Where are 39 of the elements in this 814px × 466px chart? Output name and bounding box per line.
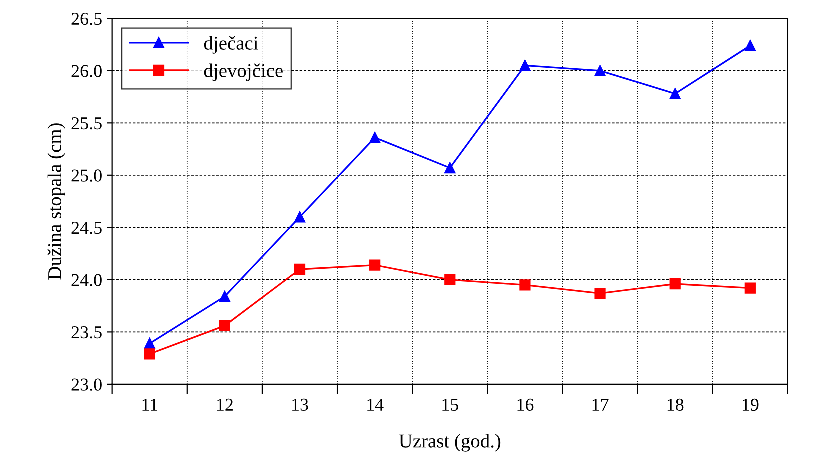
y-axis-title: Dužina stopala (cm) [48,124,66,280]
legend-label: dječaci [204,36,258,54]
point [670,88,681,100]
point [520,280,531,291]
legend-label: djevojčice [204,64,283,82]
x-axis-title: Uzrast (god.) [399,434,501,452]
x-tick-label: 18 [668,398,684,412]
x-tick-label: 11 [142,398,158,411]
point [444,274,456,286]
y-tick-label: 25.0 [72,170,102,182]
point [744,40,756,52]
y-tick-label: 24.5 [72,222,102,234]
x-tick-label: 19 [742,398,759,412]
point [744,282,756,294]
y-tick-label: 24.0 [72,274,102,286]
point [370,260,381,271]
point [444,162,456,174]
point [144,338,156,350]
point [594,288,606,300]
y-tick-label: 25.5 [72,117,102,130]
y-tick-label: 23.0 [72,378,102,391]
point [370,132,381,144]
y-tick-label: 26.0 [72,65,102,78]
point [594,65,606,76]
x-tick-label: 16 [518,398,534,412]
y-tick-label: 23.5 [72,326,102,339]
x-tick-label: 15 [442,398,458,412]
x-tick-label: 14 [368,398,384,411]
point [219,291,230,302]
point [144,348,156,360]
point [294,212,306,223]
point [219,320,230,332]
x-tick-label: 13 [292,398,308,412]
x-tick-label: 17 [592,398,609,411]
point [670,278,681,290]
point [294,264,306,276]
point [520,60,531,72]
y-tick-label: 26.5 [72,12,102,26]
x-tick-label: 12 [217,398,233,411]
